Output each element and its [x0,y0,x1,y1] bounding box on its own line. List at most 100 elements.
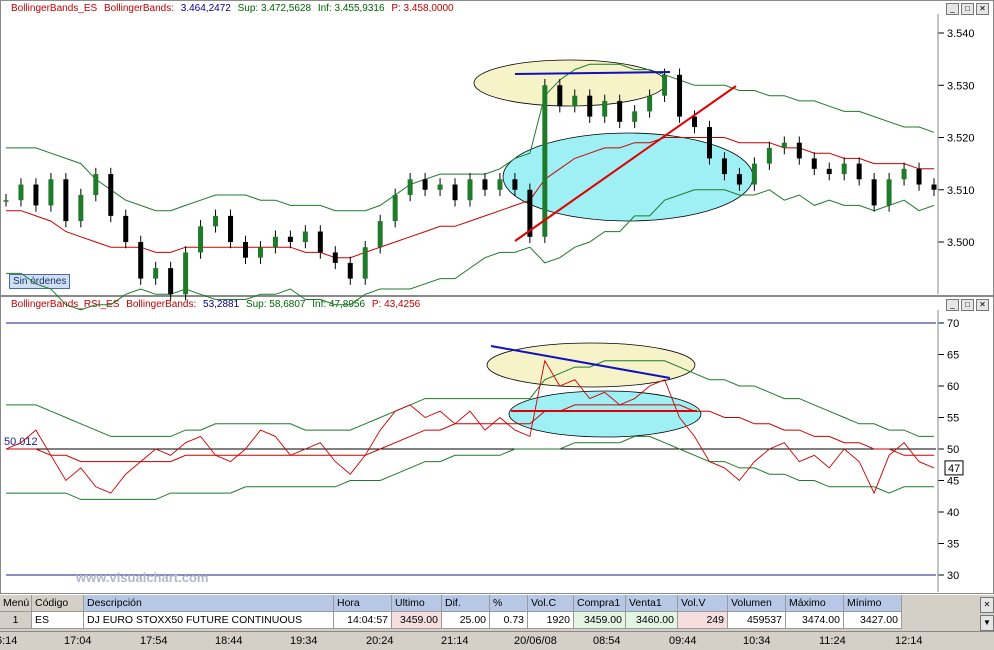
rsi-level-label: 50.012 [4,436,38,448]
column-header[interactable]: Código [32,595,84,612]
rsi-p-value: P: 43,4256 [371,299,421,310]
price-candle [63,179,69,222]
highlight-ellipse-yellow [473,59,667,107]
table-cell: ES [32,612,84,629]
quote-table-header-row: Menú Código Descripción Hora Ultimo Dif.% Vol.… [0,595,902,612]
price-candle [497,179,503,190]
table-cell: 25.00 [442,612,490,629]
column-header[interactable]: Vol.V [678,595,728,612]
column-header[interactable]: Dif. [442,595,490,612]
price-candle [841,163,847,175]
price-candle [242,242,248,258]
table-side-buttons: ✕ ▼ [980,597,994,633]
column-header[interactable]: Vol.C [528,595,574,612]
table-cell: 3474.00 [786,612,844,629]
price-candle [153,268,159,279]
price-candle [781,142,787,148]
y-tick-label: 60 [947,381,959,393]
price-candle [542,85,548,237]
price-candle [467,179,473,201]
close-icon[interactable]: ✕ [976,299,989,311]
price-candle [856,163,862,180]
price-candle [287,236,293,242]
rsi-chart-pane[interactable]: BollingerBands_RSI_ES BollingerBands: 53… [0,296,994,594]
y-tick-label: 45 [947,476,959,488]
column-header[interactable]: Descripción [84,595,334,612]
y-tick-label: 55 [947,413,959,425]
price-candle [33,184,39,206]
column-header[interactable]: Compra1 [574,595,626,612]
price-pane-name: BollingerBands_ES [11,3,98,14]
column-header[interactable]: % [490,595,528,612]
rsi-pane-window-buttons: _ □ ✕ [946,299,989,311]
price-candle [557,85,563,107]
column-header[interactable]: Máximo [786,595,844,612]
y-tick-label: 30 [947,570,959,582]
time-tick-label: 21:14 [441,635,469,647]
minimize-icon[interactable]: _ [946,299,959,311]
time-tick-label: 17:54 [140,635,168,647]
table-cell: 14:04:57 [334,612,392,629]
price-candle [377,221,383,248]
table-cell: 3459.00 [392,612,442,629]
price-candle [317,231,323,253]
price-candle [257,247,263,258]
table-cell: 459537 [728,612,786,629]
price-candle [721,158,727,175]
time-tick-label: 19:34 [290,635,318,647]
price-chart-pane[interactable]: BollingerBands_ES BollingerBands: 3.464,… [0,0,994,296]
rsi-upper-band-line [6,360,934,437]
close-icon[interactable]: ✕ [980,597,994,613]
y-tick-label: 65 [947,350,959,362]
table-cell: 3460.00 [626,612,678,629]
price-candle [422,179,428,190]
time-tick-label: 18:44 [215,635,243,647]
column-header[interactable]: Menú [0,595,32,612]
table-cell: 0.73 [490,612,528,629]
y-tick-label: 40 [947,507,959,519]
price-candle [123,215,129,242]
maximize-icon[interactable]: □ [961,299,974,311]
table-cell: 249 [678,612,728,629]
time-tick-label: 11:24 [819,635,846,647]
highlight-ellipse-cyan [508,390,702,438]
time-tick-label: 10:34 [743,635,771,647]
column-header[interactable]: Hora [334,595,392,612]
column-header[interactable]: Mínimo [844,595,902,612]
price-candle [78,194,84,222]
price-candle [632,111,638,122]
column-header[interactable]: Venta1 [626,595,678,612]
chevron-down-icon[interactable]: ▼ [980,615,994,631]
orders-status-badge[interactable]: Sin órdenes [9,274,71,289]
maximize-icon[interactable]: □ [961,3,974,15]
y-tick-label: 3.500 [947,237,975,249]
price-candle [512,179,518,190]
y-tick-label: 3.520 [947,133,975,145]
price-candle [916,168,922,185]
column-header[interactable]: Ultimo [392,595,442,612]
price-candle [647,95,653,112]
price-candle [706,127,712,159]
price-candle [617,100,623,122]
close-icon[interactable]: ✕ [976,3,989,15]
price-pane-window-buttons: _ □ ✕ [946,3,989,15]
column-header[interactable]: Volumen [728,595,786,612]
table-cell: 3459.00 [574,612,626,629]
price-candle [482,179,488,190]
price-candle [871,179,877,206]
price-candle [93,174,99,195]
price-candle [677,74,683,117]
price-candle [766,147,772,164]
y-tick-label: 70 [947,318,959,330]
price-candle [901,168,907,180]
time-tick-label: 20:24 [366,635,394,647]
price-candle [48,179,54,206]
price-candle [332,252,338,263]
rsi-lower-band-line [6,435,934,500]
minimize-icon[interactable]: _ [946,3,959,15]
price-candle [811,158,817,169]
table-cell: 1 [0,612,32,629]
moving-average-line [6,137,934,259]
table-row[interactable]: 1 ES DJ EURO STOXX50 FUTURE CONTINUOUS 14:0… [0,612,902,629]
price-candle [302,231,308,242]
